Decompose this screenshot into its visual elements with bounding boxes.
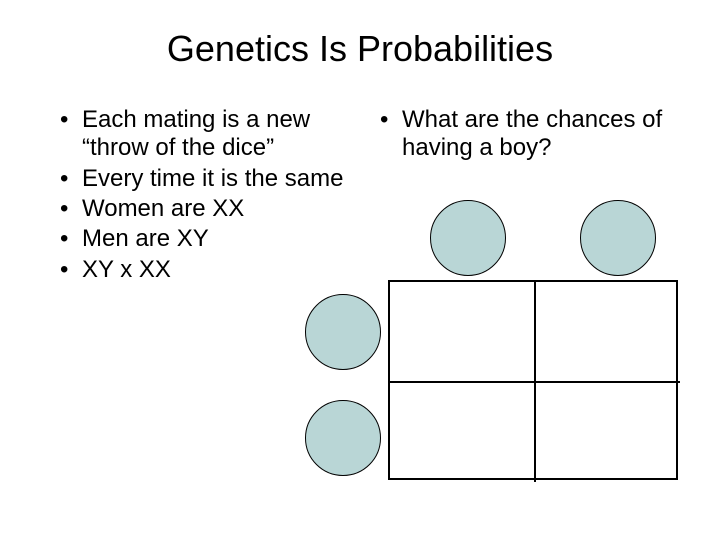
list-item: What are the chances of having a boy? bbox=[380, 106, 700, 163]
list-item: Men are XY bbox=[60, 225, 350, 253]
gamete-circle bbox=[430, 200, 506, 276]
list-item: Each mating is a new “throw of the dice” bbox=[60, 106, 350, 163]
grid-horizontal-divider bbox=[390, 381, 680, 383]
gamete-circle bbox=[580, 200, 656, 276]
punnett-diagram bbox=[360, 200, 700, 500]
left-bullet-list: Each mating is a new “throw of the dice”… bbox=[60, 106, 350, 284]
punnett-grid bbox=[388, 280, 678, 480]
right-bullet-list: What are the chances of having a boy? bbox=[380, 106, 700, 163]
left-column: Each mating is a new “throw of the dice”… bbox=[0, 106, 360, 286]
slide-title: Genetics Is Probabilities bbox=[0, 0, 720, 70]
list-item: Women are XX bbox=[60, 195, 350, 223]
gamete-circle bbox=[305, 400, 381, 476]
list-item: Every time it is the same bbox=[60, 165, 350, 193]
gamete-circle bbox=[305, 294, 381, 370]
list-item: XY x XX bbox=[60, 256, 350, 284]
